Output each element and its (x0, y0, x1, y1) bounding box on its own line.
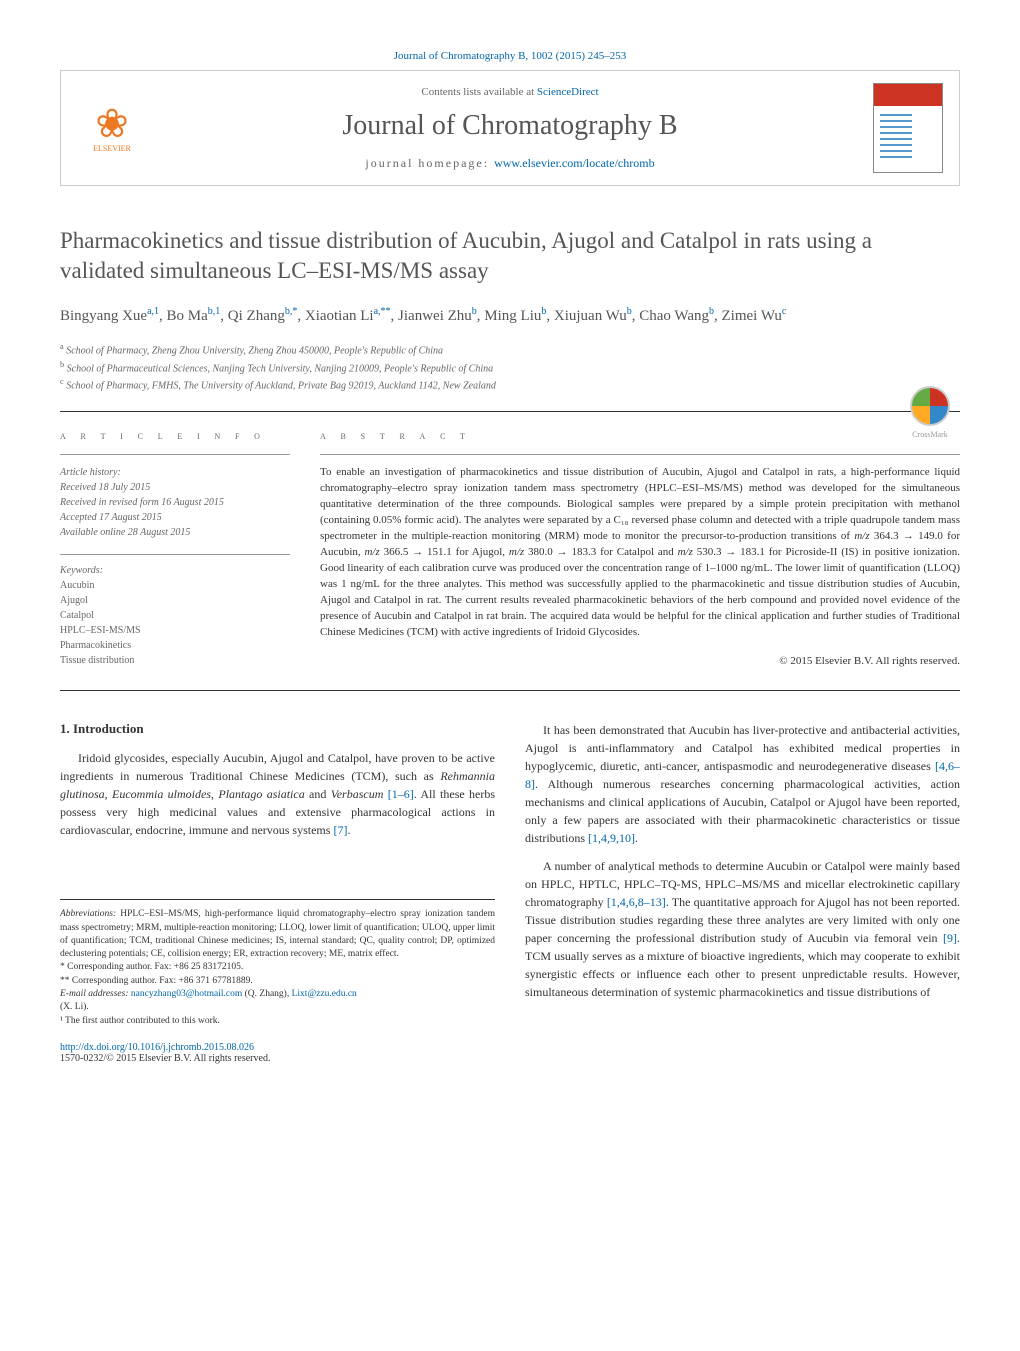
issn-line: 1570-0232/© 2015 Elsevier B.V. All right… (60, 1053, 270, 1064)
footnotes: Abbreviations: HPLC–ESI–MS/MS, high-perf… (60, 899, 495, 1028)
rule-top (60, 411, 960, 412)
article-history: Article history: Received 18 July 2015Re… (60, 465, 290, 540)
email-who-1: (Q. Zhang), (242, 989, 291, 999)
section-1-heading: 1. Introduction (60, 721, 495, 737)
email-link-2[interactable]: Lixt@zzu.edu.cn (292, 989, 357, 999)
abbrev-text: HPLC–ESI–MS/MS, high-performance liquid … (60, 909, 495, 959)
abstract: a b s t r a c t To enable an investigati… (320, 430, 960, 668)
elsevier-tree-icon: ❀ (95, 104, 129, 144)
footnote-1: ¹ The first author contributed to this w… (60, 1015, 495, 1028)
homepage-link[interactable]: www.elsevier.com/locate/chromb (494, 156, 655, 170)
authors: Bingyang Xuea,1, Bo Mab,1, Qi Zhangb,*, … (60, 304, 960, 328)
intro-text-left: Iridoid glycosides, especially Aucubin, … (60, 749, 495, 839)
keywords: AucubinAjugolCatalpolHPLC–ESI-MS/MSPharm… (60, 578, 290, 668)
contents-prefix: Contents lists available at (421, 86, 536, 98)
keywords-label: Keywords: (60, 565, 290, 576)
corresponding-2: ** Corresponding author. Fax: +86 371 67… (60, 975, 495, 988)
homepage-line: journal homepage: www.elsevier.com/locat… (147, 156, 873, 171)
doi-block: http://dx.doi.org/10.1016/j.jchromb.2015… (60, 1042, 495, 1064)
elsevier-logo: ❀ ELSEVIER (77, 88, 147, 168)
crossmark-icon (910, 386, 950, 426)
journal-reference: Journal of Chromatography B, 1002 (2015)… (60, 50, 960, 62)
intro-text-right: It has been demonstrated that Aucubin ha… (525, 721, 960, 1001)
crossmark-label: CrossMark (912, 430, 948, 439)
crossmark-badge[interactable]: CrossMark (900, 386, 960, 446)
article-info-heading: a r t i c l e i n f o (60, 430, 290, 442)
contents-line: Contents lists available at ScienceDirec… (147, 86, 873, 98)
abstract-heading: a b s t r a c t (320, 430, 960, 442)
history-label: Article history: (60, 465, 290, 480)
journal-name: Journal of Chromatography B (147, 110, 873, 142)
article-info: a r t i c l e i n f o Article history: R… (60, 430, 290, 668)
journal-cover-thumbnail (873, 83, 943, 173)
email-link-1[interactable]: nancyzhang03@hotmail.com (131, 989, 242, 999)
email-label: E-mail addresses: (60, 989, 129, 999)
doi-link[interactable]: http://dx.doi.org/10.1016/j.jchromb.2015… (60, 1042, 254, 1053)
sciencedirect-link[interactable]: ScienceDirect (537, 86, 599, 98)
abstract-text: To enable an investigation of pharmacoki… (320, 465, 960, 640)
left-column: 1. Introduction Iridoid glycosides, espe… (60, 721, 495, 1064)
right-column: It has been demonstrated that Aucubin ha… (525, 721, 960, 1064)
abbrev-label: Abbreviations: (60, 909, 116, 919)
corresponding-1: * Corresponding author. Fax: +86 25 8317… (60, 961, 495, 974)
elsevier-label: ELSEVIER (93, 144, 131, 153)
affiliations: a School of Pharmacy, Zheng Zhou Univers… (60, 341, 960, 393)
email-who-2: (X. Li). (60, 1001, 495, 1014)
article-title: Pharmacokinetics and tissue distribution… (60, 226, 960, 286)
abstract-copyright: © 2015 Elsevier B.V. All rights reserved… (320, 655, 960, 667)
journal-header: ❀ ELSEVIER Contents lists available at S… (60, 70, 960, 186)
homepage-prefix: journal homepage: (365, 156, 494, 170)
rule-bottom (60, 690, 960, 691)
